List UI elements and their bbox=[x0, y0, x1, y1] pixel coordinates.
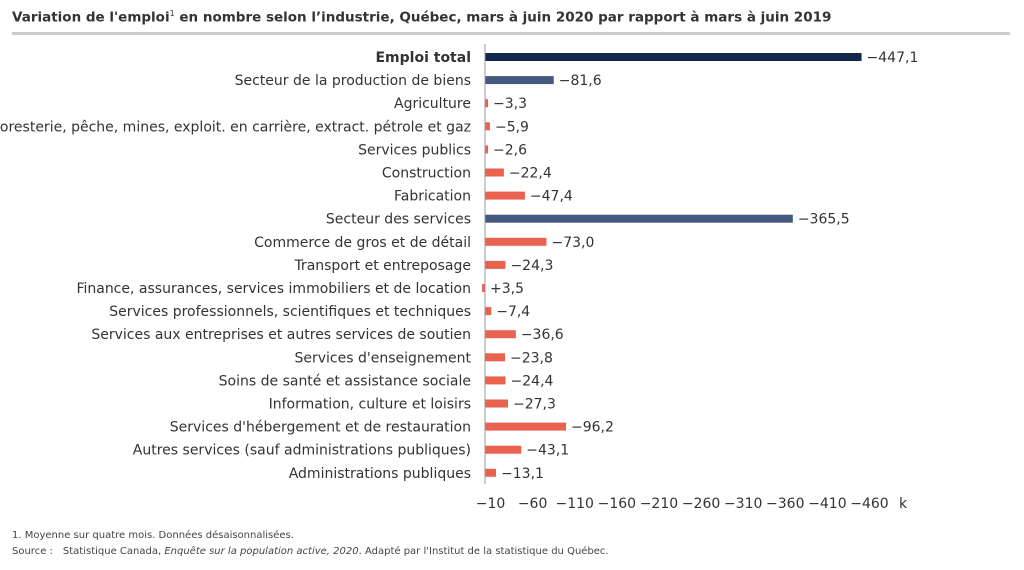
value-label: −81,6 bbox=[559, 73, 602, 89]
x-tick-label: −260 bbox=[682, 496, 720, 512]
title-underline bbox=[12, 32, 1010, 35]
bar bbox=[485, 330, 516, 339]
category-label: Services d'enseignement bbox=[295, 350, 472, 366]
bar bbox=[485, 145, 488, 154]
source-survey: Statistique Canada, bbox=[62, 546, 165, 557]
bar bbox=[485, 353, 506, 362]
category-label: Commerce de gros et de détail bbox=[254, 235, 471, 251]
value-label: −96,2 bbox=[571, 420, 614, 436]
x-tick-label: −60 bbox=[518, 496, 548, 512]
bar bbox=[485, 260, 506, 269]
value-label: −47,4 bbox=[530, 189, 573, 205]
value-label: +3,5 bbox=[490, 281, 524, 297]
value-label: −365,5 bbox=[798, 212, 850, 228]
category-label: Services aux entreprises et autres servi… bbox=[91, 327, 471, 343]
x-tick-label: −310 bbox=[724, 496, 762, 512]
category-label: Finance, assurances, services immobilier… bbox=[76, 281, 471, 297]
value-label: −7,4 bbox=[496, 304, 530, 320]
category-label: Services d'hébergement et de restauratio… bbox=[170, 420, 471, 436]
value-label: −36,6 bbox=[521, 327, 564, 343]
x-tick-label: −360 bbox=[766, 496, 804, 512]
category-label: Foresterie, pêche, mines, exploit. en ca… bbox=[0, 119, 471, 135]
value-label: −447,1 bbox=[867, 50, 919, 66]
category-label: Agriculture bbox=[394, 96, 471, 112]
category-label: Soins de santé et assistance sociale bbox=[219, 373, 471, 389]
bar bbox=[482, 284, 486, 292]
value-label: −5,9 bbox=[495, 119, 529, 135]
x-tick-label: −460 bbox=[850, 496, 888, 512]
value-label: −73,0 bbox=[551, 235, 594, 251]
value-label: −24,4 bbox=[511, 373, 554, 389]
value-label: −27,3 bbox=[513, 397, 556, 413]
bar bbox=[485, 191, 525, 200]
footnote: 1. Moyenne sur quatre mois. Données désa… bbox=[12, 530, 294, 541]
bar bbox=[485, 376, 506, 385]
category-label: Secteur de la production de biens bbox=[235, 73, 471, 89]
value-label: −43,1 bbox=[526, 443, 569, 459]
chart-title: Variation de l'emploi1 en nombre selon l… bbox=[12, 9, 831, 26]
bar bbox=[485, 168, 504, 177]
source-label: Source : bbox=[12, 546, 53, 557]
category-label: Construction bbox=[382, 166, 471, 182]
source-rest: . Adapté par l'Institut de la statistiqu… bbox=[358, 546, 609, 557]
x-tick-label: −110 bbox=[555, 496, 593, 512]
bar bbox=[485, 445, 522, 454]
bar bbox=[485, 214, 793, 223]
bar bbox=[485, 53, 862, 61]
bar bbox=[485, 122, 490, 131]
source-note: Source : Statistique Canada, Enquête sur … bbox=[12, 546, 609, 557]
value-label: −22,4 bbox=[509, 166, 552, 182]
category-label: Services publics bbox=[358, 142, 471, 158]
category-label: Fabrication bbox=[394, 189, 471, 205]
bar bbox=[485, 399, 508, 408]
category-label: Autres services (sauf administrations pu… bbox=[133, 443, 471, 459]
x-tick-label: −10 bbox=[476, 496, 506, 512]
source-survey-title: Enquête sur la population active, 2020 bbox=[164, 546, 359, 557]
chart-title-text: Variation de l'emploi bbox=[12, 9, 170, 26]
value-label: −3,3 bbox=[493, 96, 527, 112]
x-axis-unit-label: k bbox=[899, 496, 908, 512]
x-tick-label: −210 bbox=[640, 496, 678, 512]
x-tick-label: −410 bbox=[808, 496, 846, 512]
x-tick-label: −160 bbox=[598, 496, 636, 512]
category-label: Secteur des services bbox=[326, 212, 471, 228]
bar bbox=[485, 468, 497, 477]
category-label: Emploi total bbox=[375, 50, 471, 66]
value-label: −2,6 bbox=[493, 142, 527, 158]
value-label: −13,1 bbox=[501, 466, 544, 482]
bar bbox=[485, 307, 492, 316]
bar bbox=[485, 237, 547, 246]
value-label: −23,8 bbox=[510, 350, 553, 366]
chart-title-suffix: en nombre selon l’industrie, Québec, mar… bbox=[174, 9, 832, 26]
category-label: Transport et entreposage bbox=[293, 258, 471, 274]
bar bbox=[485, 99, 488, 108]
bar bbox=[485, 422, 567, 431]
value-label: −24,3 bbox=[510, 258, 553, 274]
bar bbox=[485, 76, 554, 85]
category-label: Services professionnels, scientifiques e… bbox=[109, 304, 471, 320]
category-label: Administrations publiques bbox=[289, 466, 471, 482]
category-label: Information, culture et loisirs bbox=[269, 397, 471, 413]
title-footnote-marker: 1 bbox=[169, 9, 175, 18]
